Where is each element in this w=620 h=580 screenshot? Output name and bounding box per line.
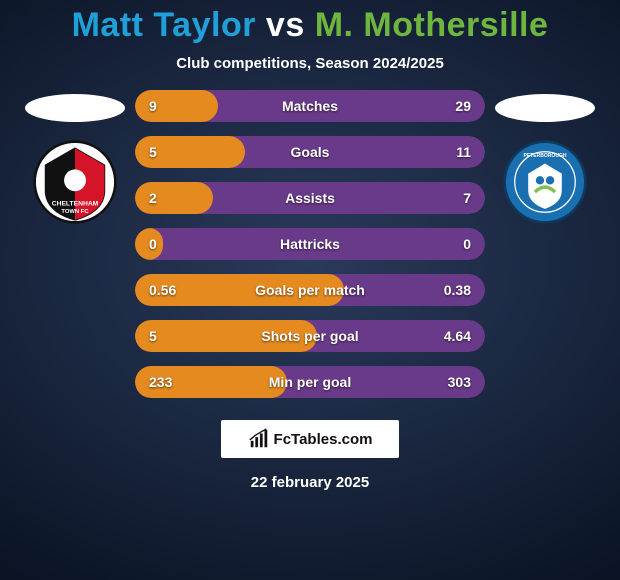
main-row: CHELTENHAM TOWN FC 9 Matches 29 5 Goals 11 2 As… <box>0 90 620 398</box>
stat-label: Goals <box>291 144 330 160</box>
stat-bar: 9 Matches 29 <box>135 90 485 122</box>
stat-value-left: 2 <box>149 190 157 206</box>
stat-bar: 5 Goals 11 <box>135 136 485 168</box>
stat-bar: 2 Assists 7 <box>135 182 485 214</box>
club-badge-right: PETERBOROUGH <box>503 140 587 224</box>
subtitle: Club competitions, Season 2024/2025 <box>176 55 444 72</box>
stat-value-right: 303 <box>448 374 471 390</box>
stat-value-right: 0 <box>463 236 471 252</box>
stat-value-right: 0.38 <box>444 282 471 298</box>
stat-value-left: 233 <box>149 374 172 390</box>
svg-text:TOWN FC: TOWN FC <box>61 209 89 215</box>
page-title: Matt Taylor vs M. Mothersille <box>72 6 549 45</box>
player1-name: Matt Taylor <box>72 6 256 44</box>
club-badge-left: CHELTENHAM TOWN FC <box>33 140 117 224</box>
left-club-column: CHELTENHAM TOWN FC <box>15 90 135 224</box>
shadow-ellipse-right <box>495 94 595 122</box>
shadow-ellipse-left <box>25 94 125 122</box>
vs-text: vs <box>266 6 305 44</box>
stat-label: Hattricks <box>280 236 340 252</box>
bar-fill-left <box>135 90 218 122</box>
stat-label: Matches <box>282 98 338 114</box>
stats-bars-column: 9 Matches 29 5 Goals 11 2 Assists 7 0 Hattricks 0 0.… <box>135 90 485 398</box>
cheltenham-badge-icon: CHELTENHAM TOWN FC <box>33 140 117 224</box>
stat-value-right: 4.64 <box>444 328 471 344</box>
date-text: 22 february 2025 <box>251 474 369 491</box>
right-club-column: PETERBOROUGH <box>485 90 605 224</box>
stat-bar: 0.56 Goals per match 0.38 <box>135 274 485 306</box>
bar-fill-left <box>135 182 213 214</box>
stat-value-left: 5 <box>149 328 157 344</box>
fctables-logo-text: FcTables.com <box>274 431 373 448</box>
peterborough-badge-icon: PETERBOROUGH <box>503 140 587 224</box>
stat-value-left: 0 <box>149 236 157 252</box>
stat-bar: 0 Hattricks 0 <box>135 228 485 260</box>
stat-value-left: 5 <box>149 144 157 160</box>
stat-bar: 5 Shots per goal 4.64 <box>135 320 485 352</box>
stat-value-left: 9 <box>149 98 157 114</box>
chart-icon <box>248 428 270 450</box>
stat-bar: 233 Min per goal 303 <box>135 366 485 398</box>
svg-text:CHELTENHAM: CHELTENHAM <box>52 201 99 208</box>
stat-value-left: 0.56 <box>149 282 176 298</box>
stat-label: Goals per match <box>255 282 365 298</box>
stat-label: Shots per goal <box>261 328 358 344</box>
fctables-logo[interactable]: FcTables.com <box>221 420 399 458</box>
content-container: Matt Taylor vs M. Mothersille Club compe… <box>0 0 620 580</box>
svg-text:PETERBOROUGH: PETERBOROUGH <box>523 153 566 159</box>
stat-label: Assists <box>285 190 335 206</box>
stat-value-right: 7 <box>463 190 471 206</box>
stat-label: Min per goal <box>269 374 351 390</box>
stat-value-right: 11 <box>456 144 471 160</box>
stat-value-right: 29 <box>455 98 471 114</box>
player2-name: M. Mothersille <box>315 6 549 44</box>
